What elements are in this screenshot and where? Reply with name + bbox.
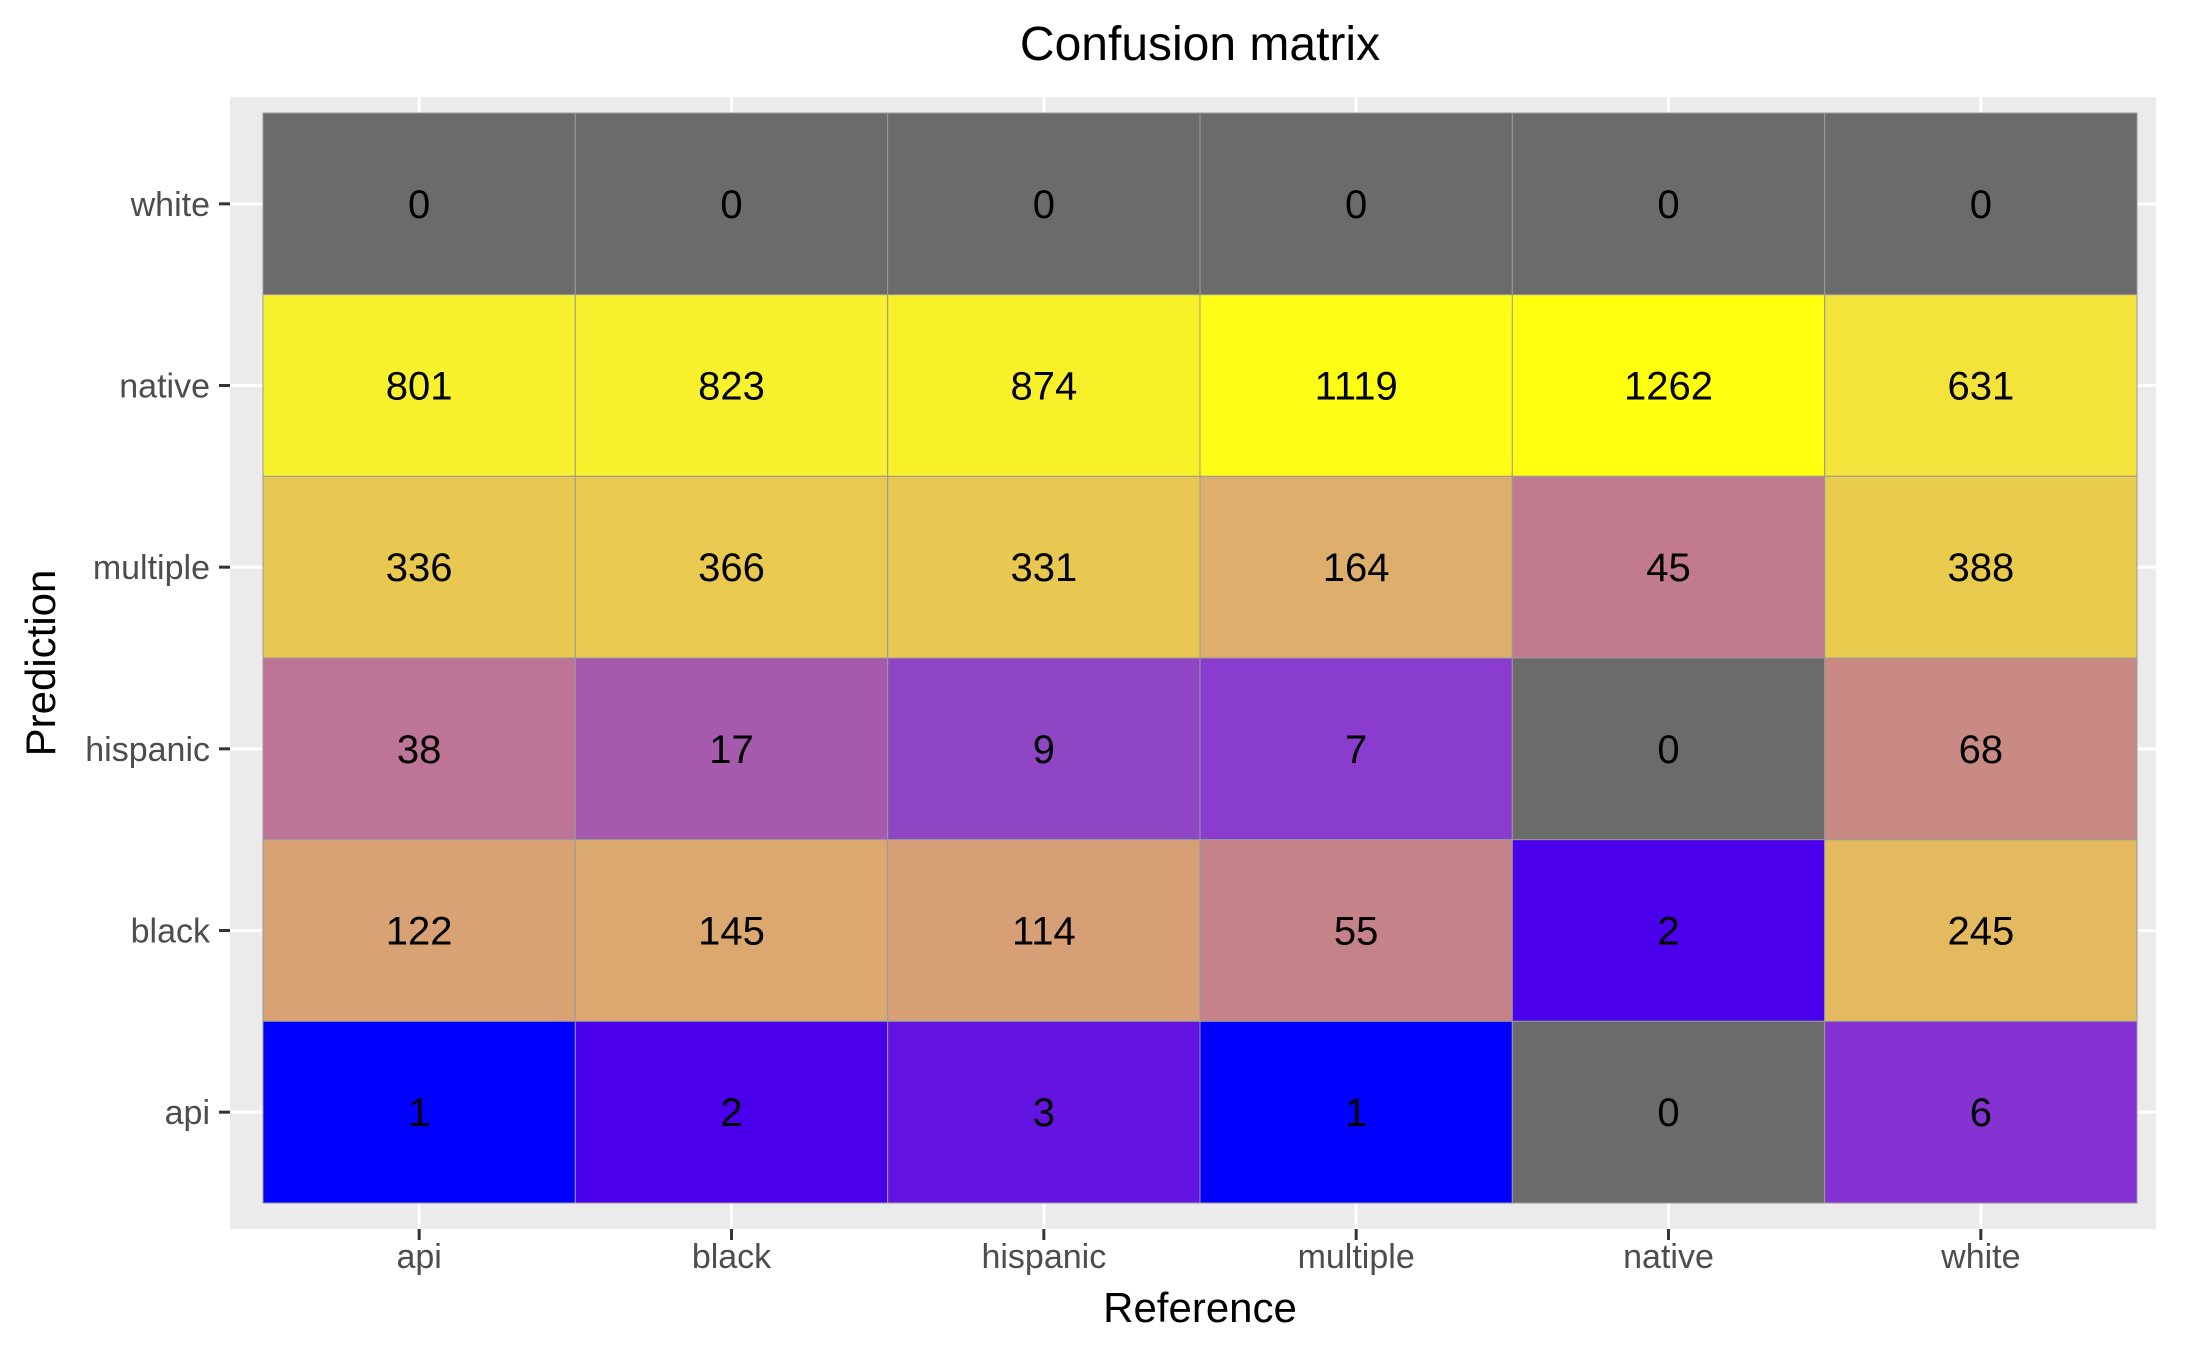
cell-value-native-hispanic: 874 <box>1010 365 1077 409</box>
cell-value-api-hispanic: 3 <box>1033 1091 1055 1135</box>
heatmap-cell-hispanic-hispanic <box>887 657 1201 841</box>
cell-value-native-native: 1262 <box>1624 365 1713 409</box>
y-tick-label-hispanic: hispanic <box>85 731 210 769</box>
cell-value-black-multiple: 55 <box>1334 910 1379 954</box>
cell-value-api-black: 2 <box>720 1091 742 1135</box>
cell-value-multiple-white: 388 <box>1947 546 2014 590</box>
heatmap-cell-hispanic-black <box>574 657 889 841</box>
cell-value-white-native: 0 <box>1657 183 1679 227</box>
cell-value-native-black: 823 <box>698 365 765 409</box>
cell-value-black-native: 2 <box>1657 910 1679 954</box>
heatmap-cell-white-multiple <box>1199 112 1513 296</box>
heatmap-cell-native-multiple <box>1199 294 1513 477</box>
cell-value-native-white: 631 <box>1947 365 2014 409</box>
y-tick-label-api: api <box>165 1094 210 1132</box>
heatmap-cell-api-black <box>574 1020 889 1204</box>
heatmap-cell-native-hispanic <box>887 294 1201 477</box>
x-tick-label-hispanic: hispanic <box>981 1238 1106 1276</box>
heatmap-cell-black-white <box>1824 839 2138 1022</box>
x-tick-label-multiple: multiple <box>1298 1238 1415 1276</box>
cell-value-api-native: 0 <box>1657 1091 1679 1135</box>
cell-value-white-api: 0 <box>408 183 430 227</box>
heatmap-cell-black-native <box>1511 839 1826 1022</box>
cell-value-white-white: 0 <box>1970 183 1992 227</box>
cell-value-multiple-api: 336 <box>386 546 453 590</box>
chart-title: Confusion matrix <box>1020 18 1380 71</box>
heatmap-cells <box>262 112 2138 1204</box>
heatmap-cell-white-api <box>262 112 576 296</box>
x-tick-label-native: native <box>1623 1238 1714 1276</box>
heatmap-cell-multiple-white <box>1824 475 2138 659</box>
heatmap-cell-multiple-black <box>574 475 889 659</box>
cell-value-native-multiple: 1119 <box>1315 365 1398 409</box>
y-tick-label-multiple: multiple <box>93 549 210 587</box>
cell-value-hispanic-native: 0 <box>1657 728 1679 772</box>
heatmap-cell-multiple-api <box>262 475 576 659</box>
cell-value-white-black: 0 <box>720 183 742 227</box>
cell-value-multiple-hispanic: 331 <box>1010 546 1077 590</box>
cell-value-api-white: 6 <box>1970 1091 1992 1135</box>
cell-value-api-multiple: 1 <box>1345 1091 1367 1135</box>
cell-value-hispanic-white: 68 <box>1959 728 2004 772</box>
cell-value-black-white: 245 <box>1947 910 2014 954</box>
heatmap-cell-multiple-hispanic <box>887 475 1201 659</box>
x-tick-label-black: black <box>692 1238 772 1276</box>
cell-value-black-black: 145 <box>698 910 765 954</box>
heatmap-cell-native-black <box>574 294 889 477</box>
cell-value-hispanic-black: 17 <box>709 728 754 772</box>
cell-value-multiple-black: 366 <box>698 546 765 590</box>
cell-value-hispanic-api: 38 <box>397 728 442 772</box>
x-axis-ticks: api black hispanic multiple native white <box>396 1229 2021 1276</box>
heatmap-cell-hispanic-native <box>1511 657 1826 841</box>
y-axis-title: Prediction <box>17 570 64 757</box>
cell-value-multiple-multiple: 164 <box>1323 546 1390 590</box>
cell-value-hispanic-multiple: 7 <box>1345 728 1367 772</box>
heatmap-cell-multiple-native <box>1511 475 1826 659</box>
heatmap-cell-white-native <box>1511 112 1826 296</box>
x-tick-label-api: api <box>396 1238 441 1276</box>
heatmap-cell-native-white <box>1824 294 2138 477</box>
cell-value-api-api: 1 <box>408 1091 430 1135</box>
heatmap-cell-api-hispanic <box>887 1020 1201 1204</box>
cell-value-black-hispanic: 114 <box>1012 910 1076 954</box>
cell-value-native-api: 801 <box>386 365 453 409</box>
x-tick-label-white: white <box>1940 1238 2020 1276</box>
heatmap-cell-native-native <box>1511 294 1826 477</box>
heatmap-cell-hispanic-multiple <box>1199 657 1513 841</box>
heatmap-cell-black-black <box>574 839 889 1022</box>
heatmap-cell-api-multiple <box>1199 1020 1513 1204</box>
cell-value-multiple-native: 45 <box>1646 546 1691 590</box>
cell-value-black-api: 122 <box>386 910 453 954</box>
cell-value-white-hispanic: 0 <box>1033 183 1055 227</box>
heatmap-cell-black-multiple <box>1199 839 1513 1022</box>
heatmap-cell-white-hispanic <box>887 112 1201 296</box>
heatmap-cell-white-white <box>1824 112 2138 296</box>
heatmap-cell-black-hispanic <box>887 839 1201 1022</box>
y-axis-ticks: api black hispanic multiple native white <box>85 186 230 1132</box>
heatmap-cell-api-native <box>1511 1020 1826 1204</box>
cell-value-white-multiple: 0 <box>1345 183 1367 227</box>
y-tick-label-black: black <box>131 913 211 951</box>
y-tick-label-white: white <box>130 186 210 224</box>
cell-value-hispanic-hispanic: 9 <box>1033 728 1055 772</box>
y-tick-label-native: native <box>119 368 210 406</box>
x-axis-title: Reference <box>1103 1284 1297 1331</box>
heatmap-cell-api-white <box>1824 1020 2138 1204</box>
heatmap-cell-native-api <box>262 294 576 477</box>
heatmap-cell-hispanic-white <box>1824 657 2138 841</box>
heatmap-cell-hispanic-api <box>262 657 576 841</box>
